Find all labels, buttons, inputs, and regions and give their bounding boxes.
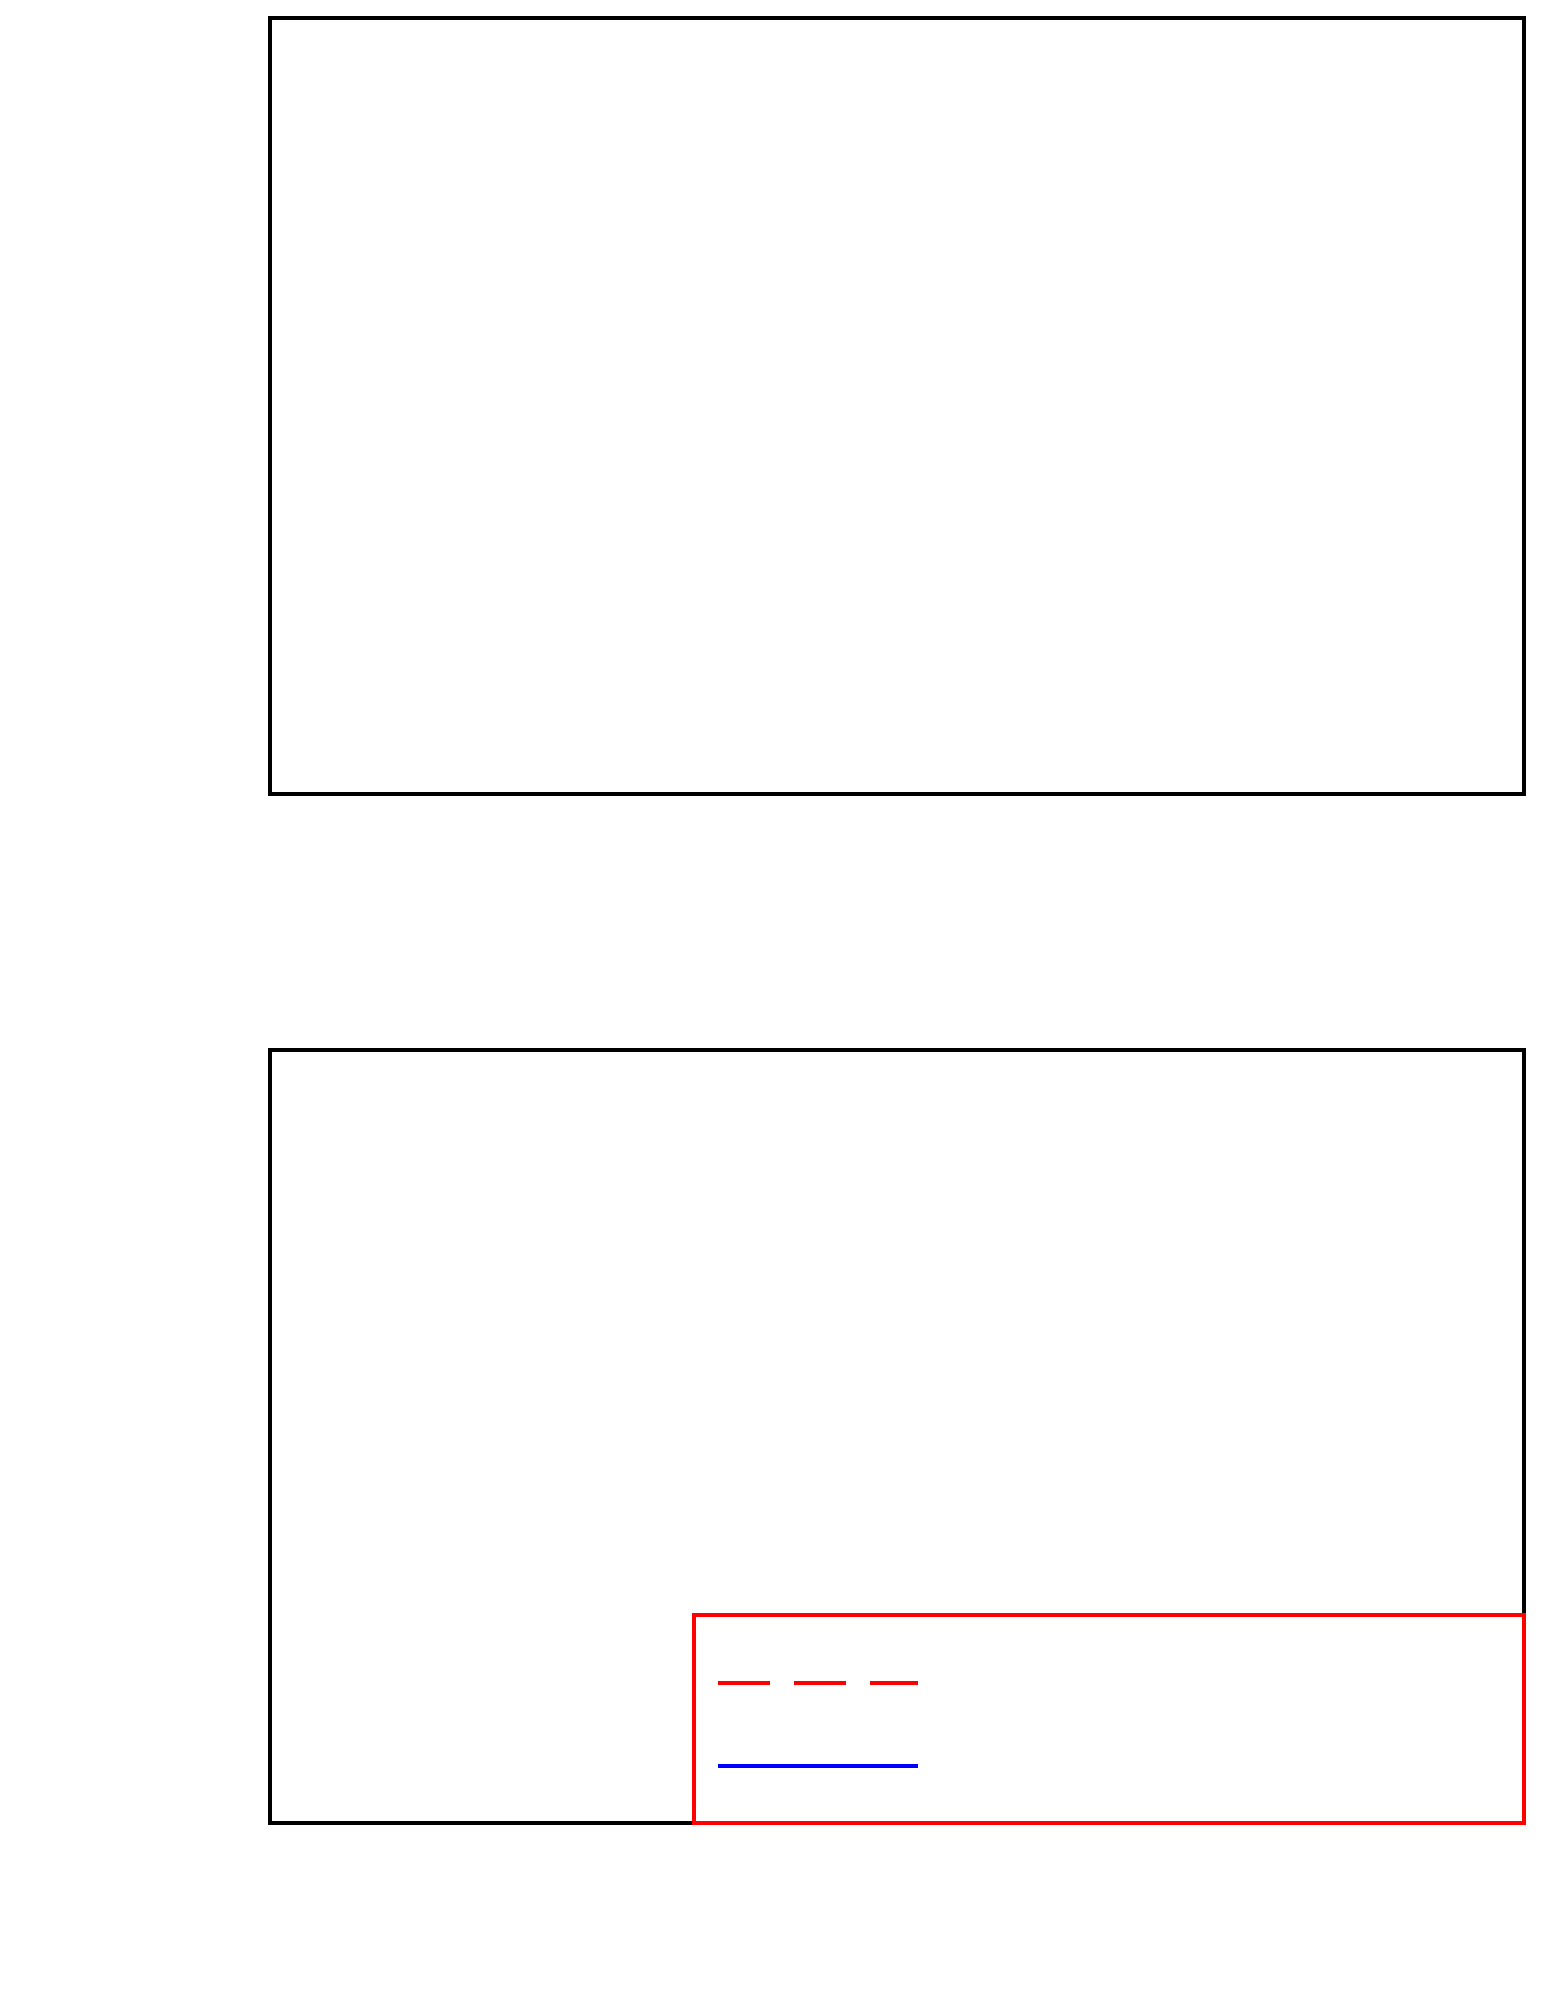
top-plot-frame [268,16,1526,796]
legend [692,1613,1526,1825]
top-panel [268,16,1526,796]
legend-box [692,1613,1526,1825]
bottom-panel [268,1048,1526,1825]
